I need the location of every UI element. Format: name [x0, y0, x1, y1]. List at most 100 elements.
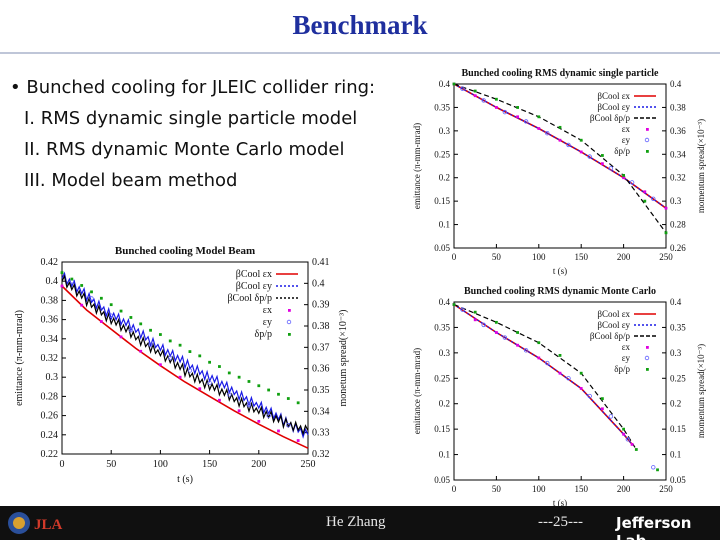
x-tick-label: 50 [106, 459, 116, 470]
legend-label: εy [622, 135, 631, 145]
data-point [601, 162, 604, 166]
data-point [651, 196, 656, 201]
y-axis-label: emittance (π-mm-mrad) [412, 123, 422, 209]
y-tick-label: 0.1 [439, 450, 450, 460]
data-point [99, 296, 103, 300]
series-line [453, 303, 633, 445]
data-point [70, 277, 74, 281]
plot-frame [453, 301, 667, 481]
y-tick-label: 0.35 [434, 322, 450, 332]
y2-tick-label: 0.34 [312, 406, 330, 417]
x-tick-label: 0 [452, 484, 457, 494]
footer-page-number: ---25--- [538, 514, 583, 530]
data-point [60, 271, 64, 275]
legend-label: εy [622, 353, 631, 363]
data-point [537, 127, 541, 130]
y-tick-label: 0.35 [434, 102, 450, 112]
data-point [218, 365, 221, 368]
data-point [643, 199, 647, 203]
y2-tick-label: 0.41 [312, 257, 330, 268]
data-point [286, 422, 291, 428]
y-tick-label: 0.4 [439, 297, 451, 307]
data-point [537, 115, 541, 119]
x-tick-label: 0 [60, 459, 65, 470]
y2-tick-label: 0.2 [670, 399, 681, 409]
data-point [296, 401, 300, 405]
legend-label: δp/p [255, 329, 273, 340]
y-tick-label: 0.15 [434, 424, 450, 434]
legend-label: βCool εx [597, 91, 630, 101]
data-point [601, 407, 604, 411]
y2-tick-label: 0.34 [670, 149, 686, 159]
data-point [656, 468, 659, 472]
series-line [61, 285, 309, 449]
y-tick-label: 0.25 [434, 373, 450, 383]
data-point [625, 437, 631, 442]
bullet-item-1: I. RMS dynamic single particle model [24, 108, 358, 129]
data-point [622, 173, 625, 177]
data-point [587, 393, 592, 399]
data-point [516, 106, 519, 109]
data-point [495, 97, 498, 101]
x-tick-label: 150 [574, 252, 588, 262]
data-point [495, 331, 498, 334]
legend-label: εx [622, 342, 631, 352]
y2-tick-label: 0.37 [312, 342, 330, 353]
data-point [247, 380, 251, 383]
y2-tick-label: 0.38 [312, 321, 330, 332]
legend-swatch [646, 128, 649, 131]
x-axis-label: t (s) [177, 474, 193, 485]
data-point [99, 320, 103, 323]
y-tick-label: 0.32 [41, 353, 59, 364]
data-point [558, 371, 562, 375]
data-point [473, 318, 477, 322]
data-point [651, 465, 656, 470]
legend-label: βCool εy [597, 320, 630, 330]
x-tick-label: 50 [492, 484, 502, 494]
y2-tick-label: 0.3 [670, 348, 682, 358]
data-point [246, 402, 252, 408]
legend-label: βCool δp/p [590, 331, 631, 341]
y-tick-label: 0.05 [434, 243, 450, 253]
x-tick-label: 50 [492, 252, 502, 262]
legend-swatch [646, 346, 649, 349]
data-point [188, 350, 192, 353]
y2-tick-label: 0.4 [670, 297, 682, 307]
x-tick-label: 100 [532, 484, 546, 494]
jefferson-lab-logo: Jefferson Lab [616, 514, 692, 550]
x-tick-label: 0 [452, 252, 457, 262]
data-point [286, 397, 290, 400]
data-point [558, 125, 562, 129]
chart-single-particle: Bunched cooling RMS dynamic single parti… [412, 68, 706, 276]
data-point [481, 322, 486, 328]
data-point [622, 432, 625, 436]
data-point [537, 341, 541, 345]
legend-swatch [288, 309, 291, 312]
data-point [178, 343, 182, 347]
series-line [61, 274, 309, 436]
data-point [119, 309, 123, 313]
data-point [227, 371, 231, 375]
y2-tick-label: 0.35 [670, 322, 686, 332]
data-point [473, 310, 477, 314]
data-point [495, 106, 498, 109]
data-point [601, 397, 604, 401]
x-tick-label: 250 [659, 252, 673, 262]
data-point [608, 166, 614, 171]
x-axis-label: t (s) [553, 498, 567, 506]
data-point [129, 316, 133, 319]
bullet-main: • Bunched cooling for JLEIC collider rin… [10, 77, 376, 98]
legend-swatch [288, 333, 291, 336]
data-point [460, 86, 465, 91]
data-point [277, 429, 280, 433]
data-point [89, 296, 94, 301]
y-tick-label: 0.25 [434, 149, 450, 159]
data-point [198, 387, 202, 391]
bullet-item-3: III. Model beam method [24, 170, 238, 191]
x-tick-label: 200 [617, 252, 631, 262]
y2-tick-label: 0.33 [312, 428, 330, 439]
series-line [453, 303, 637, 450]
legend-label: βCool δp/p [590, 113, 631, 123]
legend-label: δp/p [614, 146, 630, 156]
x-axis-label: t (s) [553, 266, 567, 276]
